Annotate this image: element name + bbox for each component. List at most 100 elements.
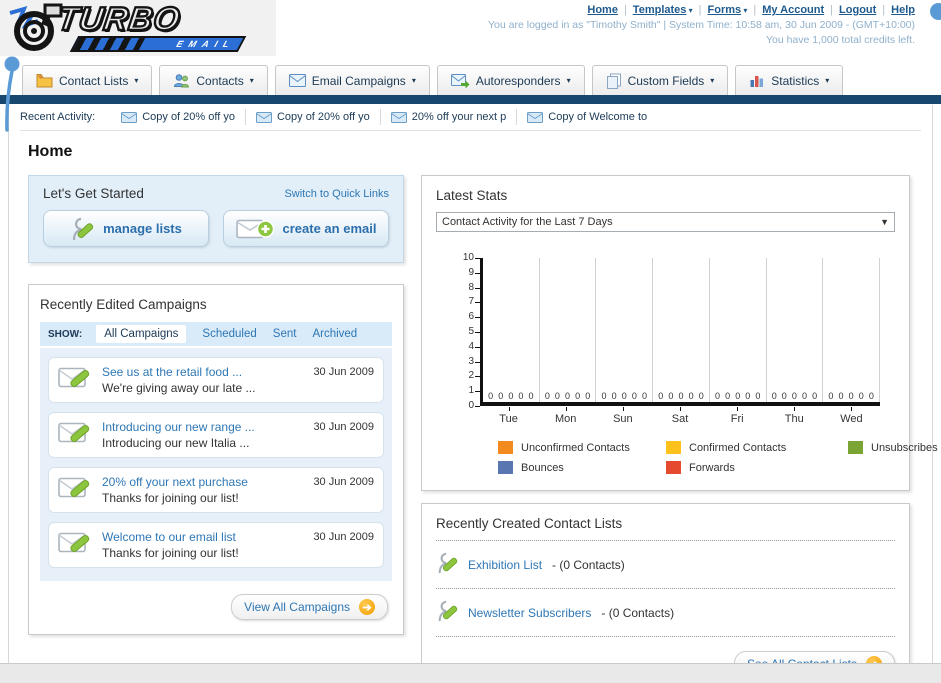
tab-contacts[interactable]: Contacts ▾ <box>159 65 268 95</box>
x-axis-tick <box>508 407 510 411</box>
campaign-date: 30 Jun 2009 <box>313 421 374 433</box>
campaign-list-item[interactable]: Welcome to our email list Thanks for joi… <box>48 522 384 568</box>
legend-swatch <box>848 441 863 454</box>
header-link-logout[interactable]: Logout <box>839 4 877 16</box>
header-nav-links: Home | Templates ▾ | Forms ▾ | My Account | Logo… <box>488 4 915 16</box>
x-axis-label: Mon <box>537 407 594 425</box>
campaign-list-item[interactable]: 20% off your next purchase Thanks for jo… <box>48 467 384 513</box>
chart-legend: Unconfirmed Contacts Confirmed Contacts Un… <box>498 441 938 474</box>
campaign-list-item[interactable]: Introducing our new range ... Introducin… <box>48 412 384 458</box>
envelope-icon <box>121 111 138 123</box>
recently-edited-campaigns-panel: Recently Edited Campaigns SHOW: All Camp… <box>28 284 404 635</box>
navy-divider-bar <box>0 95 941 104</box>
y-axis-tick <box>475 287 480 289</box>
turbocharger-icon <box>9 3 63 51</box>
get-started-panel: Let's Get Started Switch to Quick Links … <box>28 175 404 263</box>
value-label: 0 <box>544 391 550 401</box>
contact-list-item[interactable]: Newsletter Subscribers - (0 Contacts) <box>436 598 895 627</box>
chevron-down-icon: ▾ <box>741 6 748 15</box>
campaign-title-link[interactable]: See us at the retail food ... <box>102 365 243 379</box>
recent-activity-item[interactable]: 20% off your next p <box>379 109 517 125</box>
header-link-templates[interactable]: Templates <box>632 4 687 16</box>
contact-list-link[interactable]: Exhibition List <box>468 557 543 572</box>
create-email-button[interactable]: create an email <box>223 210 389 247</box>
value-label: 0 <box>575 391 581 401</box>
login-info: You are logged in as "Timothy Smith" | S… <box>488 19 915 31</box>
campaign-title-link[interactable]: Introducing our new range ... <box>102 420 255 434</box>
recent-activity-item-label: Copy of 20% off yo <box>276 111 370 123</box>
recent-activity-item[interactable]: Copy of Welcome to <box>516 109 657 125</box>
latest-stats-title: Latest Stats <box>436 188 508 203</box>
contact-lists-title: Recently Created Contact Lists <box>436 516 623 531</box>
value-label: 0 <box>802 391 808 401</box>
value-label: 0 <box>714 391 720 401</box>
recent-activity-item[interactable]: Copy of 20% off yo <box>244 109 380 125</box>
tab-contact-lists[interactable]: Contact Lists ▾ <box>22 65 153 95</box>
campaign-date: 30 Jun 2009 <box>313 476 374 488</box>
logo-text-email: EMAIL <box>174 39 238 49</box>
filter-archived[interactable]: Archived <box>312 328 358 340</box>
header-link-help[interactable]: Help <box>891 4 915 16</box>
header-link-home[interactable]: Home <box>587 4 618 16</box>
value-label: 0 <box>735 391 741 401</box>
right-border <box>932 105 933 663</box>
switch-quick-links[interactable]: Switch to Quick Links <box>284 187 389 200</box>
view-all-campaigns-button[interactable]: View All Campaigns ➔ <box>231 594 388 620</box>
x-axis-tick <box>679 407 681 411</box>
y-axis-tick <box>475 332 480 333</box>
contact-list-item[interactable]: Exhibition List - (0 Contacts) <box>436 550 895 579</box>
tab-statistics[interactable]: Statistics ▾ <box>735 65 844 95</box>
chevron-down-icon: ▾ <box>411 76 416 85</box>
recent-activity-item[interactable]: Copy of 20% off yo <box>111 109 245 125</box>
x-axis-tick <box>622 407 624 411</box>
x-axis-tick <box>794 407 796 411</box>
manage-lists-button[interactable]: manage lists <box>43 210 209 247</box>
envelope-pencil-icon <box>58 474 92 506</box>
filter-all-campaigns[interactable]: All Campaigns <box>96 325 187 343</box>
logo[interactable]: TURBO EMAIL <box>0 0 276 56</box>
nav-separator: | <box>753 4 757 16</box>
stats-period-dropdown[interactable]: Contact Activity for the Last 7 Days ▼ <box>436 212 895 232</box>
tab-label: Autoresponders <box>475 73 561 88</box>
arrow-right-icon: ➔ <box>359 599 375 615</box>
tab-email-campaigns[interactable]: Email Campaigns ▾ <box>274 65 430 95</box>
campaign-list: See us at the retail food ... We're givi… <box>40 348 392 581</box>
tab-label: Contacts <box>196 73 244 88</box>
latest-stats-panel: Latest Stats Contact Activity for the La… <box>421 175 938 491</box>
envelope-icon <box>288 74 306 87</box>
envelope-icon <box>390 111 407 123</box>
value-label: 0 <box>668 391 674 401</box>
x-axis-tick <box>737 407 739 411</box>
y-axis-tick <box>475 317 480 319</box>
y-axis-label: 7 <box>468 296 474 308</box>
value-label: 0 <box>828 391 834 401</box>
tab-custom-fields[interactable]: Custom Fields ▾ <box>591 65 729 95</box>
value-label: 0 <box>858 391 864 401</box>
header-link-forms[interactable]: Forms <box>707 4 742 16</box>
value-label: 0 <box>565 391 571 401</box>
campaign-list-item[interactable]: See us at the retail food ... We're givi… <box>48 357 384 403</box>
campaign-title-link[interactable]: 20% off your next purchase <box>102 475 248 489</box>
value-label: 0 <box>755 391 761 401</box>
legend-item-bounces: Bounces <box>498 461 666 474</box>
dotted-divider <box>436 636 895 637</box>
filter-scheduled[interactable]: Scheduled <box>202 328 257 340</box>
legend-label: Confirmed Contacts <box>689 441 787 454</box>
legend-item-confirmed-contacts: Confirmed Contacts <box>666 441 848 454</box>
filter-sent[interactable]: Sent <box>272 328 297 340</box>
nav-separator: | <box>623 4 627 16</box>
header-link-my-account[interactable]: My Account <box>762 4 825 16</box>
campaign-subtitle: Thanks for joining our list! <box>102 546 239 560</box>
contact-list-link[interactable]: Newsletter Subscribers <box>468 605 592 620</box>
campaign-title-link[interactable]: Welcome to our email list <box>102 530 236 544</box>
decorative-dot <box>930 3 941 20</box>
campaign-subtitle: Thanks for joining our list! <box>102 491 239 505</box>
view-all-campaigns-label: View All Campaigns <box>244 600 350 614</box>
bar-chart-icon <box>749 73 765 88</box>
tab-autoresponders[interactable]: Autoresponders ▾ <box>436 65 585 95</box>
header: TURBO EMAIL Home | Templates ▾ | Forms ▾ | My … <box>0 0 941 62</box>
value-label: 0 <box>498 391 504 401</box>
